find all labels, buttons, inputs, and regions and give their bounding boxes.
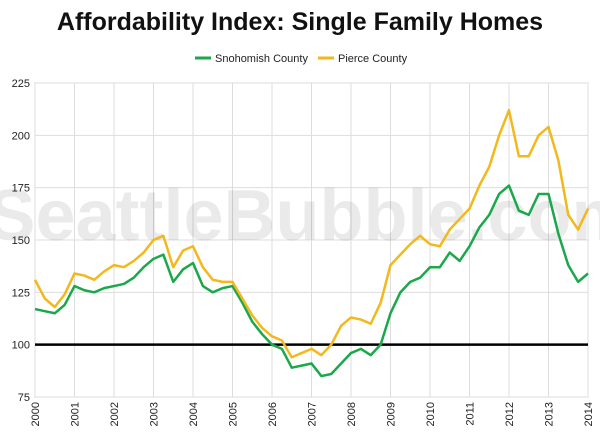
y-tick-label: 150	[12, 235, 30, 247]
series-line	[34, 184, 589, 378]
y-tick-label: 75	[18, 392, 30, 404]
y-tick-label: 125	[12, 287, 30, 299]
watermark: SeattleBubble.com	[0, 176, 600, 256]
series-line	[33, 108, 590, 359]
x-tick-label: 2006	[267, 402, 279, 426]
x-tick-label: 2007	[307, 402, 319, 426]
x-tick-label: 2005	[228, 402, 240, 426]
x-tick-label: 2003	[149, 402, 161, 426]
legend-label: Pierce County	[338, 53, 408, 65]
chart-title: Affordability Index: Single Family Homes	[57, 8, 543, 36]
x-tick-label: 2013	[544, 402, 556, 426]
x-tick-label: 2010	[425, 402, 437, 426]
x-tick-label: 2002	[109, 402, 121, 426]
y-tick-label: 225	[12, 78, 30, 90]
y-tick-label: 200	[12, 130, 30, 142]
x-tick-label: 2012	[504, 402, 516, 426]
x-tick-label: 2011	[465, 402, 477, 426]
y-tick-label: 175	[12, 183, 30, 195]
x-tick-label: 2004	[188, 402, 200, 426]
x-tick-label: 2009	[386, 402, 398, 426]
x-tick-label: 2008	[346, 402, 358, 426]
x-tick-label: 2001	[70, 402, 82, 426]
legend-label: Snohomish County	[215, 53, 308, 65]
legend: Snohomish County Pierce County	[195, 53, 408, 65]
y-tick-label: 100	[12, 340, 30, 352]
x-tick-label: 2000	[30, 402, 42, 426]
x-tick-label: 2014	[583, 402, 595, 426]
